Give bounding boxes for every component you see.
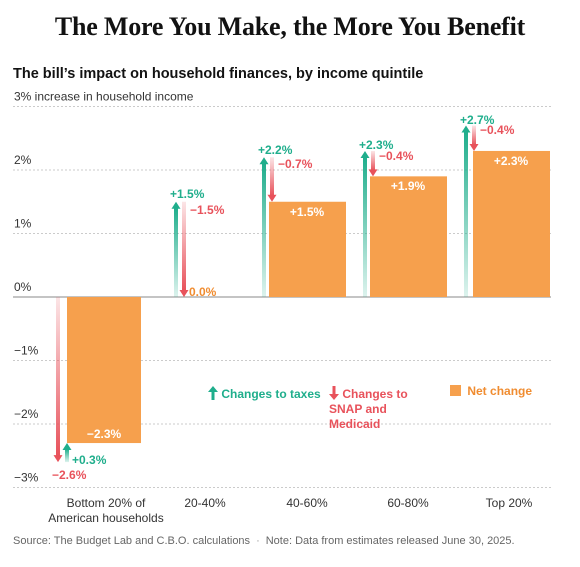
snap-label: −2.6% — [52, 468, 87, 482]
snap-arrow-head — [53, 455, 63, 463]
tax-label: +1.5% — [170, 187, 205, 201]
down-arrow-icon — [329, 386, 339, 400]
snap-label: −1.5% — [190, 203, 225, 217]
snap-bar — [182, 201, 186, 291]
snap-label: −0.4% — [480, 123, 515, 137]
tax-label: +0.3% — [72, 453, 107, 467]
tax-arrow-head — [360, 150, 370, 158]
tax-arrow-head — [259, 157, 269, 165]
net-bar — [473, 150, 550, 297]
snap-bar — [472, 125, 476, 145]
up-arrow-icon — [208, 386, 218, 400]
snap-bar — [371, 150, 375, 171]
y-tick-label: −1% — [14, 344, 39, 358]
tax-bar — [464, 131, 468, 297]
y-tick-label: 1% — [14, 217, 32, 231]
tax-label: +2.3% — [359, 138, 394, 152]
net-square-icon — [450, 385, 461, 396]
legend-snap-label: Changes to SNAP and Medicaid — [329, 387, 408, 431]
y-tick-label: 3% increase in household income — [14, 90, 194, 104]
y-tick-label: 0% — [14, 280, 32, 294]
net-label: +1.9% — [391, 179, 426, 193]
net-bar — [269, 201, 346, 297]
source-note: Source: The Budget Lab and C.B.O. calcul… — [13, 535, 515, 547]
tax-arrow-head — [62, 443, 72, 451]
net-label: −2.3% — [87, 427, 122, 441]
snap-label: −0.7% — [278, 157, 313, 171]
snap-bar — [56, 297, 60, 457]
tax-bar — [174, 207, 178, 297]
legend-taxes: Changes to taxes — [208, 384, 321, 402]
y-tick-labels: 3% increase in household income 2% 1% 0% −1%… — [14, 90, 194, 485]
tax-bar — [262, 163, 266, 297]
source-text: Source: The Budget Lab and C.B.O. calcul… — [13, 535, 251, 547]
chart-subtitle: The bill’s impact on household finances,… — [13, 66, 424, 82]
data-labels: +0.3%−2.6% −2.3% +1.5% −1.5% 0.0% +2.2%−0.7% +… — [52, 113, 529, 482]
tax-bar — [65, 449, 69, 463]
separator-dot: · — [256, 535, 260, 547]
snap-arrow-head — [469, 143, 479, 151]
legend-taxes-label: Changes to taxes — [221, 387, 321, 401]
net-label: +2.3% — [494, 154, 529, 168]
legend-net-label: Net change — [467, 384, 533, 398]
snap-arrow-head — [267, 194, 277, 202]
tax-arrow-head — [461, 125, 471, 133]
category-label: Top 20% — [486, 496, 533, 510]
legend-net: Net change — [450, 384, 532, 399]
tax-arrow-head — [171, 201, 181, 209]
category-label: 60-80% — [387, 496, 429, 510]
snap-arrow-head — [368, 169, 378, 177]
tax-label: +2.7% — [460, 113, 495, 127]
net-bar — [370, 176, 447, 297]
legend-snap: Changes to SNAP and Medicaid — [329, 384, 439, 432]
net-label: +1.5% — [290, 205, 325, 219]
net-bar — [67, 297, 141, 444]
y-tick-label: −3% — [14, 471, 39, 485]
y-tick-label: −2% — [14, 407, 39, 421]
y-tick-label: 2% — [14, 153, 32, 167]
tax-bar — [363, 156, 367, 297]
chart-title: The More You Make, the More You Benefit — [54, 12, 526, 41]
category-label: 40-60% — [286, 496, 328, 510]
snap-bar — [270, 157, 274, 196]
bars — [53, 125, 550, 463]
snap-arrow-head — [179, 290, 189, 297]
category-label: American households — [48, 511, 163, 525]
tax-label: +2.2% — [258, 143, 293, 157]
note-text: Note: Data from estimates released June … — [265, 535, 515, 547]
net-label: 0.0% — [189, 285, 217, 299]
category-label: 20-40% — [184, 496, 226, 510]
category-label: Bottom 20% of — [67, 496, 146, 510]
snap-label: −0.4% — [379, 149, 414, 163]
